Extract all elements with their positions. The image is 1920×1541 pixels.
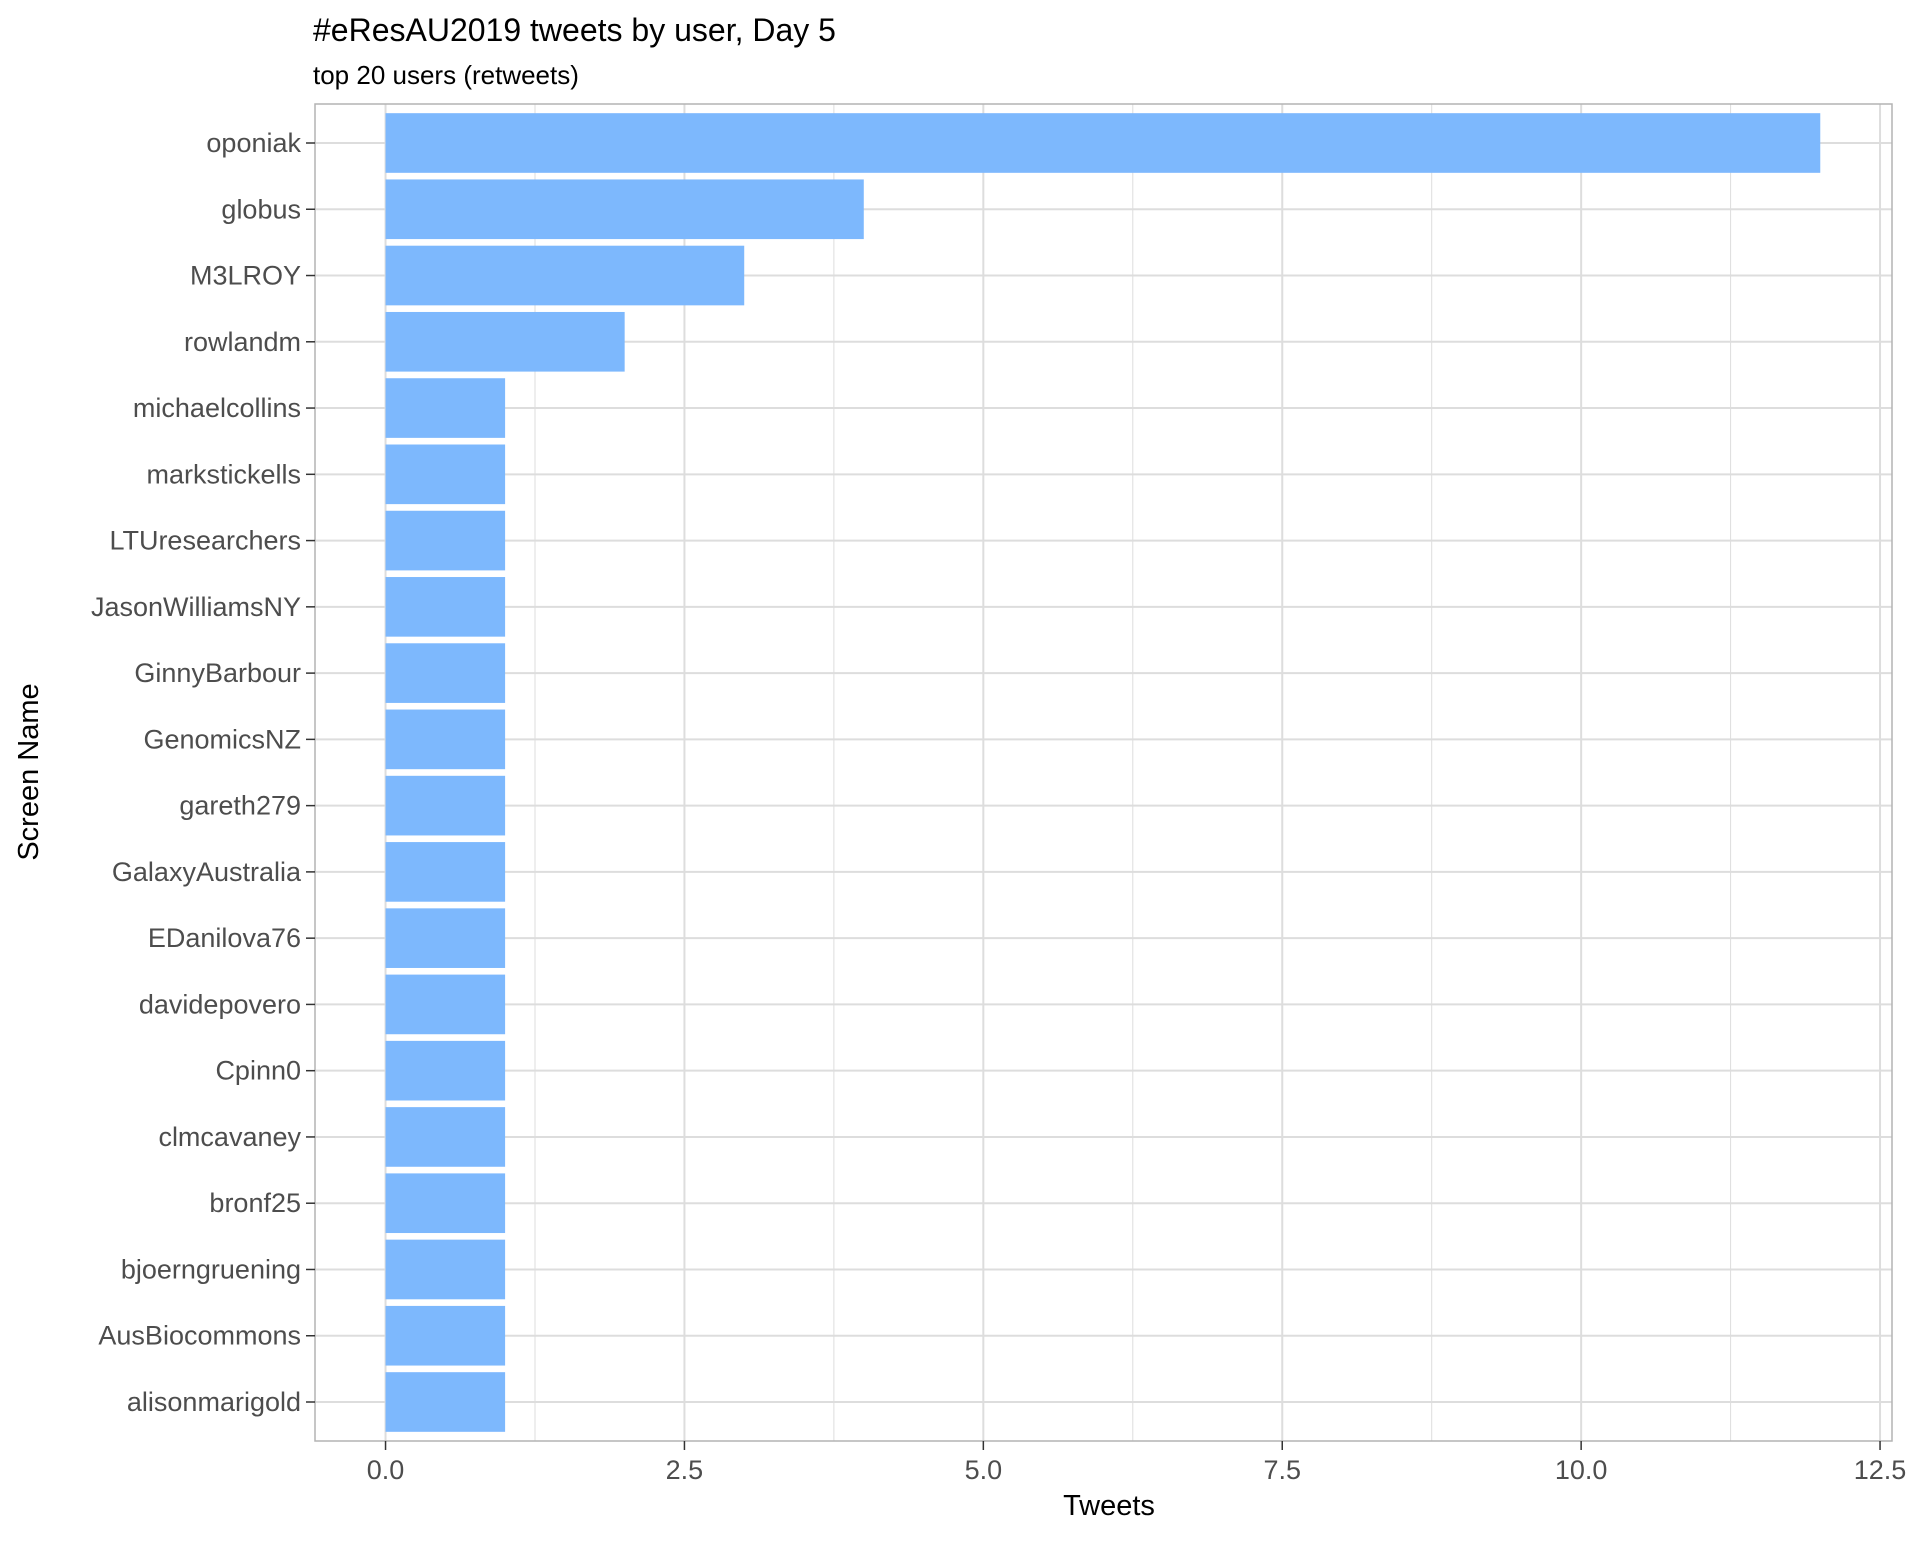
bar-clmcavaney: [385, 1107, 506, 1167]
bar-davidepovero: [385, 974, 506, 1035]
x-tick-label: 5.0: [965, 1455, 1003, 1485]
y-tick-label: M3LROY: [190, 261, 301, 291]
y-axis-label: Screen Name: [13, 683, 45, 860]
bar-Cpinn0: [385, 1040, 506, 1101]
y-tick-label: GenomicsNZ: [143, 724, 301, 754]
y-tick-label: alisonmarigold: [127, 1387, 301, 1417]
bar-bronf25: [385, 1173, 506, 1234]
x-axis-label: Tweets: [1063, 1490, 1155, 1522]
y-tick-label: clmcavaney: [158, 1122, 301, 1152]
bar-LTUresearchers: [385, 510, 506, 571]
bar-GinnyBarbour: [385, 643, 506, 703]
x-tick-label: 7.5: [1263, 1455, 1301, 1485]
bar-GalaxyAustralia: [385, 842, 506, 902]
y-tick-label: gareth279: [179, 791, 301, 821]
y-tick-label: EDanilova76: [148, 923, 301, 953]
bar-bjoerngruening: [385, 1239, 506, 1300]
y-tick-label: michaelcollins: [133, 393, 301, 423]
bar-michaelcollins: [385, 378, 506, 438]
bar-GenomicsNZ: [385, 709, 506, 770]
y-tick-label: Cpinn0: [215, 1056, 301, 1086]
y-tick-labels: oponiak globus M3LROY rowlandm michaelcollin…: [91, 128, 315, 1417]
x-tick-label: 12.5: [1854, 1455, 1907, 1485]
y-tick-label: AusBiocommons: [98, 1321, 301, 1351]
y-tick-label: bjoerngruening: [121, 1254, 301, 1284]
y-tick-label: bronf25: [209, 1188, 301, 1218]
y-tick-label: rowlandm: [184, 327, 301, 357]
bar-EDanilova76: [385, 908, 506, 968]
bar-alisonmarigold: [385, 1372, 506, 1432]
chart-title: #eResAU2019 tweets by user, Day 5: [313, 12, 836, 48]
bar-markstickells: [385, 444, 506, 505]
y-tick-label: LTUresearchers: [109, 526, 301, 556]
panel-border: [314, 103, 1893, 1442]
y-tick-label: JasonWilliamsNY: [91, 592, 301, 622]
bar-M3LROY: [385, 245, 745, 306]
x-tick-labels: 0.0 2.5 5.0 7.5 10.0 12.5: [367, 1441, 1907, 1485]
y-tick-label: davidepovero: [139, 989, 301, 1019]
y-tick-label: markstickells: [146, 459, 301, 489]
bar-oponiak: [385, 113, 1821, 173]
x-tick-label: 0.0: [367, 1455, 405, 1485]
y-tick-label: globus: [221, 194, 301, 224]
bar-JasonWilliamsNY: [385, 577, 506, 637]
chart-subtitle: top 20 users (retweets): [313, 60, 579, 90]
x-tick-label: 2.5: [666, 1455, 704, 1485]
y-tick-label: GinnyBarbour: [134, 658, 301, 688]
bars: [385, 113, 1821, 1432]
x-tick-label: 10.0: [1555, 1455, 1608, 1485]
bar-AusBiocommons: [385, 1305, 506, 1366]
bar-rowlandm: [385, 311, 625, 372]
y-tick-label: oponiak: [206, 128, 301, 158]
bar-globus: [385, 179, 864, 240]
y-tick-label: GalaxyAustralia: [112, 857, 302, 887]
bar-gareth279: [385, 775, 506, 836]
